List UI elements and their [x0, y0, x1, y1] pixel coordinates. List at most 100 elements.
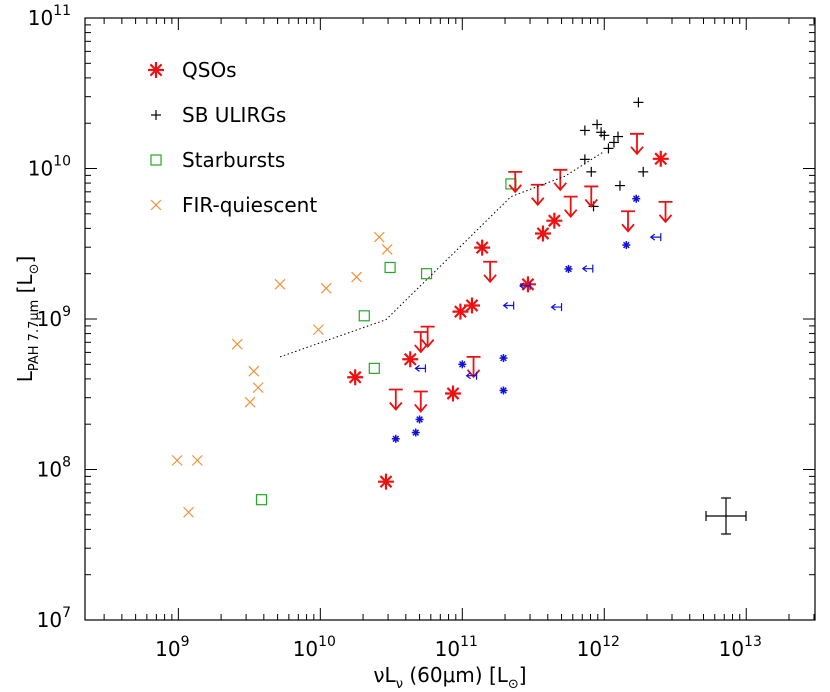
tick-exponent: 9	[62, 304, 71, 320]
marker-stroke	[248, 365, 260, 377]
marker-stroke	[500, 387, 507, 394]
data-point	[519, 281, 531, 290]
marker-stroke	[388, 388, 403, 411]
marker-stroke	[553, 168, 568, 192]
data-point	[191, 454, 203, 466]
data-point	[579, 154, 590, 165]
data-point	[391, 434, 400, 443]
marker-stroke	[629, 132, 644, 156]
data-point	[415, 415, 424, 424]
data-point	[411, 428, 420, 437]
marker-stroke	[420, 325, 435, 348]
marker-stroke	[412, 429, 420, 436]
data-point	[452, 303, 469, 320]
data-point	[649, 233, 662, 242]
data-point	[231, 338, 243, 350]
marker-stroke	[483, 260, 498, 284]
tick-exponent: 10	[318, 634, 336, 650]
legend-label: FIR-quiescent	[182, 193, 317, 217]
x-axis-label-part: νL	[373, 663, 396, 687]
tick-label: 109	[155, 634, 189, 661]
data-point	[244, 396, 256, 408]
data-point	[377, 473, 394, 490]
marker-stroke	[565, 265, 572, 273]
data-point	[622, 241, 631, 250]
data-point	[320, 282, 332, 294]
data-point	[499, 354, 508, 363]
marker-stroke	[465, 299, 479, 312]
marker-stroke	[368, 362, 380, 374]
data-point	[584, 185, 599, 208]
marker-stroke	[244, 396, 256, 408]
y-axis-label-part: ⊙	[27, 264, 42, 275]
legend-marker	[148, 62, 164, 78]
data-point	[466, 355, 481, 379]
tick-label: 1010	[28, 154, 71, 181]
tick-base: 10	[28, 157, 53, 181]
data-point	[508, 170, 523, 194]
data-point	[252, 382, 264, 394]
tick-label: 1010	[293, 634, 336, 661]
data-point	[592, 119, 603, 130]
tick-base: 10	[719, 637, 744, 661]
data-point	[613, 131, 624, 142]
data-point	[599, 130, 610, 141]
tick-base: 10	[435, 637, 460, 661]
data-point	[603, 143, 614, 154]
marker-stroke	[416, 416, 423, 423]
tick-label: 1013	[719, 634, 762, 661]
data-point	[550, 303, 563, 312]
data-point	[248, 365, 260, 377]
marker-stroke	[536, 227, 550, 240]
marker-stroke	[373, 231, 385, 243]
marker-stroke	[320, 282, 332, 294]
marker-stroke	[231, 338, 243, 350]
marker-stroke	[654, 152, 668, 166]
data-point	[463, 297, 480, 314]
marker-stroke	[171, 454, 183, 466]
data-point	[483, 260, 498, 284]
data-point	[458, 360, 467, 369]
data-point	[347, 369, 364, 386]
tick-exponent: 8	[62, 455, 71, 471]
marker-stroke	[649, 233, 662, 242]
legend-marker	[150, 199, 162, 211]
marker-stroke	[458, 360, 466, 368]
data-point	[420, 325, 435, 348]
data-point	[621, 210, 636, 233]
tick-exponent: 9	[181, 634, 190, 650]
marker-stroke	[381, 243, 393, 255]
data-point	[413, 331, 428, 354]
tick-base: 10	[37, 307, 62, 331]
data-point	[313, 324, 324, 336]
marker-stroke	[274, 278, 286, 290]
data-point	[608, 137, 619, 148]
data-point	[420, 268, 433, 280]
marker-stroke	[547, 214, 561, 228]
data-point	[388, 388, 403, 411]
marker-stroke	[508, 170, 523, 194]
marker-stroke	[358, 310, 370, 322]
data-point	[414, 364, 427, 373]
marker-stroke	[403, 352, 417, 366]
y-axis-label-part: PAH 7.7μm	[27, 300, 42, 371]
marker-stroke	[475, 241, 489, 255]
marker-stroke	[351, 271, 362, 283]
legend-label: QSOs	[182, 58, 237, 82]
tick-base: 10	[293, 637, 318, 661]
data-point	[465, 371, 478, 380]
marker-stroke	[502, 301, 515, 310]
data-point	[563, 195, 578, 219]
y-axis-label-part: L	[13, 370, 37, 382]
marker-stroke	[465, 371, 478, 380]
tick-label: 1011	[435, 634, 478, 661]
tick-exponent: 7	[62, 605, 71, 621]
marker-stroke	[414, 364, 427, 373]
data-point	[474, 239, 491, 256]
data-point	[381, 243, 393, 255]
error-cross	[705, 497, 747, 535]
marker-stroke	[500, 354, 507, 362]
y-axis-label: LPAH 7.7μm [L⊙]	[13, 256, 42, 383]
tick-exponent: 11	[460, 634, 478, 650]
